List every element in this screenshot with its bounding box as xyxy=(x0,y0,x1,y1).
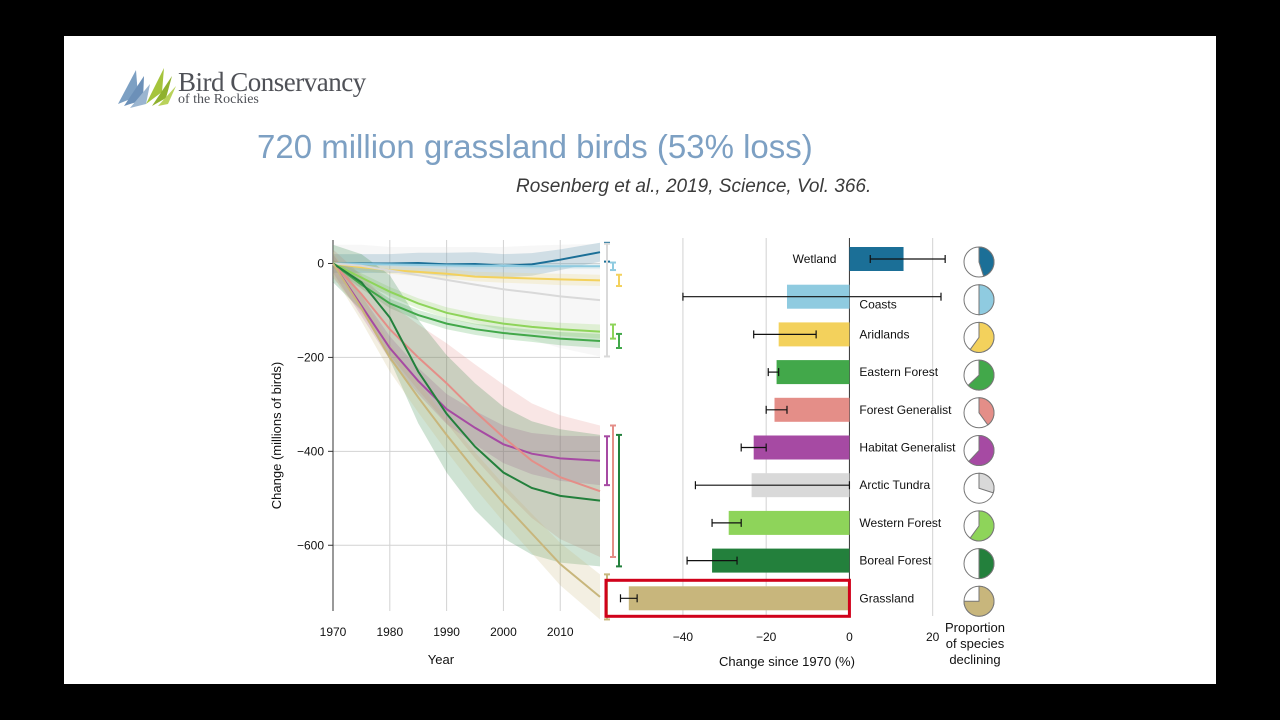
y-axis-label: Change (millions of birds) xyxy=(269,362,284,509)
category-label-habitat-generalist: Habitat Generalist xyxy=(859,441,956,455)
category-label-grassland: Grassland xyxy=(859,591,914,605)
band-habitat-generalist xyxy=(333,254,600,486)
x-tick-label-1990: 1990 xyxy=(433,625,460,639)
pie-slice-habitat-generalist xyxy=(968,434,995,466)
pie-title-line-1: Proportion xyxy=(945,620,1005,635)
logo-name: Bird Conservancy xyxy=(178,67,366,97)
line-coasts xyxy=(332,262,600,268)
pie-title-line-2: of species xyxy=(946,636,1005,651)
highlight-box-grassland xyxy=(604,578,851,618)
line-habitat-generalist xyxy=(332,262,601,462)
pie-slice-wetland xyxy=(978,246,995,277)
citation: Rosenberg et al., 2019, Science, Vol. 36… xyxy=(516,176,872,197)
y-tick-label--200: −200 xyxy=(297,350,324,364)
bird-conservancy-logo-icon xyxy=(118,68,176,108)
bar-x-tick-label-0: 0 xyxy=(846,630,853,644)
category-label-eastern-forest: Eastern Forest xyxy=(859,365,938,379)
pie-slice-grassland xyxy=(963,585,995,617)
line-western-forest xyxy=(332,262,601,333)
bar-x-tick-label-20: 20 xyxy=(926,630,940,644)
y-tick-label-0: 0 xyxy=(317,256,324,270)
slide-title: 720 million grassland birds (53% loss) xyxy=(257,128,813,165)
pie-slice-forest-generalist xyxy=(978,397,995,426)
line-arctic-tundra xyxy=(332,262,601,302)
line-boreal-forest xyxy=(332,262,601,502)
band-grassland xyxy=(333,251,600,620)
category-label-wetland: Wetland xyxy=(793,252,837,266)
line-eastern-forest xyxy=(332,262,601,342)
x-axis-label: Year xyxy=(428,652,455,667)
band-aridlands xyxy=(333,260,600,286)
pie-slice-western-forest xyxy=(969,510,995,542)
pie-slice-coasts xyxy=(978,284,995,316)
category-label-forest-generalist: Forest Generalist xyxy=(859,403,952,417)
x-tick-label-2010: 2010 xyxy=(547,625,574,639)
pie-slice-eastern-forest xyxy=(967,359,995,391)
category-label-boreal-forest: Boreal Forest xyxy=(859,554,932,568)
band-wetland xyxy=(333,242,600,278)
slide: Bird Conservancy of the Rockies 720 mill… xyxy=(64,36,1216,684)
y-tick-label--400: −400 xyxy=(297,444,324,458)
x-tick-label-2000: 2000 xyxy=(490,625,517,639)
bar-x-tick-label--40: −40 xyxy=(673,630,694,644)
bar-western-forest xyxy=(728,510,850,535)
pie-slice-aridlands xyxy=(969,321,995,353)
trend-lines xyxy=(332,251,601,598)
line-grassland xyxy=(332,262,601,598)
category-label-coasts: Coasts xyxy=(859,298,896,312)
pie-slice-arctic-tundra xyxy=(978,472,995,494)
logo-subtitle: of the Rockies xyxy=(178,92,259,107)
pie-title-line-3: declining xyxy=(949,652,1000,667)
category-label-aridlands: Aridlands xyxy=(859,327,909,341)
x-tick-label-1980: 1980 xyxy=(376,625,403,639)
y-tick-label--600: −600 xyxy=(297,538,324,552)
bar-eastern-forest xyxy=(776,360,850,385)
figure: 1970 1980 1990 2000 20100−200−400−600YearCha… xyxy=(269,238,1005,669)
bar-habitat-generalist xyxy=(753,435,850,460)
line-forest-generalist xyxy=(332,262,601,493)
x-tick-label-1970: 1970 xyxy=(320,625,347,639)
bar-grassland xyxy=(628,586,850,611)
band-boreal-forest xyxy=(333,244,600,567)
pie-slice-boreal-forest xyxy=(978,548,995,580)
bar-x-tick-label--20: −20 xyxy=(756,630,777,644)
category-label-arctic-tundra: Arctic Tundra xyxy=(859,478,930,492)
bar-x-axis-label: Change since 1970 (%) xyxy=(719,654,855,669)
category-label-western-forest: Western Forest xyxy=(859,516,941,530)
